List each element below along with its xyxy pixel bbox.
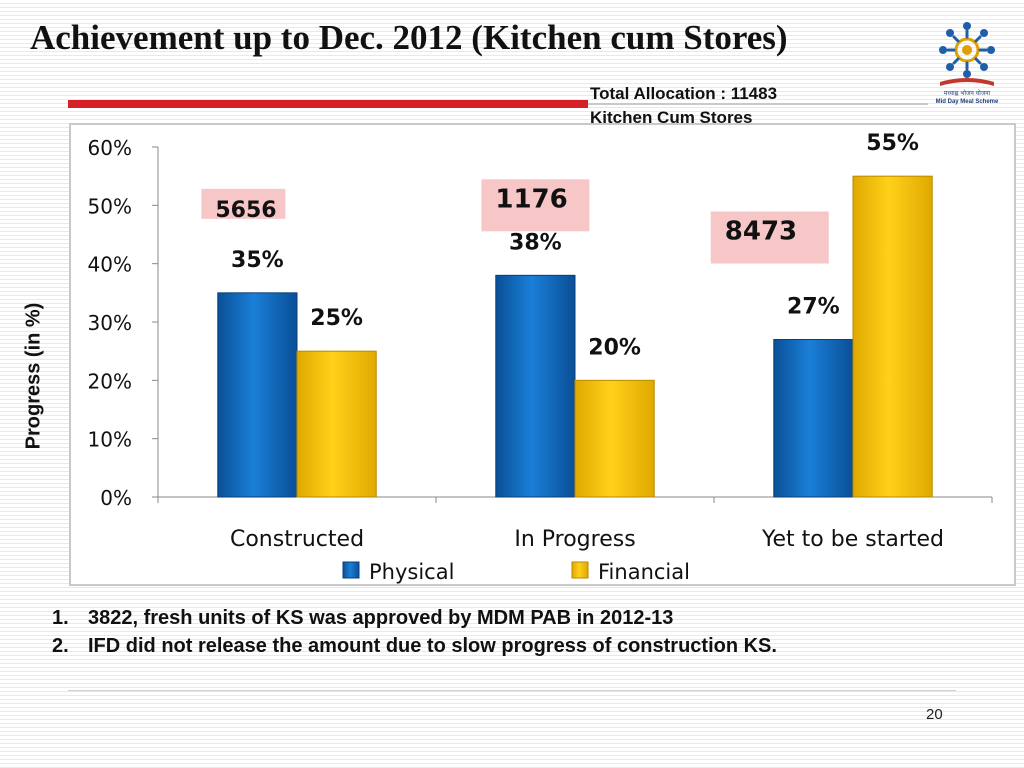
count-callout-label: 1176: [495, 184, 567, 214]
y-tick-label: 50%: [88, 194, 132, 218]
allocation-label: Kitchen Cum Stores: [590, 108, 753, 127]
data-label: 20%: [588, 335, 641, 360]
logo-text-english: Mid Day Meal Scheme: [936, 99, 999, 105]
count-callout-box: [481, 179, 590, 232]
note-item: 2. IFD did not release the amount due to …: [52, 632, 777, 660]
bar-financial: [852, 175, 933, 498]
allocation-note: Total Allocation : 11483 Kitchen Cum Sto…: [590, 82, 777, 130]
note-item: 1. 3822, fresh units of KS was approved b…: [52, 604, 777, 632]
legend-swatch-financial: [571, 561, 589, 579]
bar-financial: [574, 379, 655, 498]
legend-label: Financial: [598, 560, 690, 584]
legend-swatch-physical: [342, 561, 360, 579]
count-callout-label: 8473: [725, 217, 797, 247]
note-number: 2.: [52, 635, 69, 657]
x-tick-label: In Progress: [514, 527, 635, 552]
x-tick-label: Constructed: [230, 527, 364, 552]
y-tick-label: 30%: [88, 311, 132, 335]
data-label: 55%: [866, 131, 919, 156]
logo-emblem-icon: [939, 22, 995, 86]
title-divider: [588, 103, 928, 105]
note-number: 1.: [52, 607, 69, 629]
allocation-total: Total Allocation : 11483: [590, 84, 778, 103]
legend-label: Physical: [369, 560, 454, 584]
count-callout-label: 5656: [215, 198, 276, 223]
note-text: 3822, fresh units of KS was approved by …: [88, 607, 674, 629]
data-label: 35%: [231, 248, 284, 273]
x-tick-label: Yet to be started: [761, 527, 944, 552]
page-number: 20: [926, 706, 943, 723]
y-tick-label: 60%: [88, 136, 132, 160]
slide-title: Achievement up to Dec. 2012 (Kitchen cum…: [30, 18, 788, 57]
logo-text-hindi: मध्याह्न भोजन योजना: [944, 89, 991, 97]
bar-physical: [773, 339, 854, 498]
data-label: 38%: [509, 230, 562, 255]
data-label: 27%: [787, 295, 840, 320]
bar-financial: [296, 350, 377, 498]
data-label: 25%: [310, 306, 363, 331]
title-accent-bar: [68, 100, 588, 108]
note-text: IFD did not release the amount due to sl…: [88, 635, 777, 657]
footer-divider: [68, 690, 956, 691]
y-tick-label: 20%: [88, 369, 132, 393]
notes-list: 1. 3822, fresh units of KS was approved b…: [52, 604, 777, 660]
mid-day-meal-logo: मध्याह्न भोजन योजना Mid Day Meal Scheme: [936, 22, 999, 105]
bar-physical: [495, 274, 576, 498]
y-tick-label: 40%: [88, 253, 132, 277]
y-tick-label: 0%: [100, 486, 132, 510]
y-tick-label: 10%: [88, 428, 132, 452]
bar-physical: [217, 292, 298, 498]
count-callout-box: [201, 188, 286, 219]
count-callout-box: [710, 211, 829, 264]
